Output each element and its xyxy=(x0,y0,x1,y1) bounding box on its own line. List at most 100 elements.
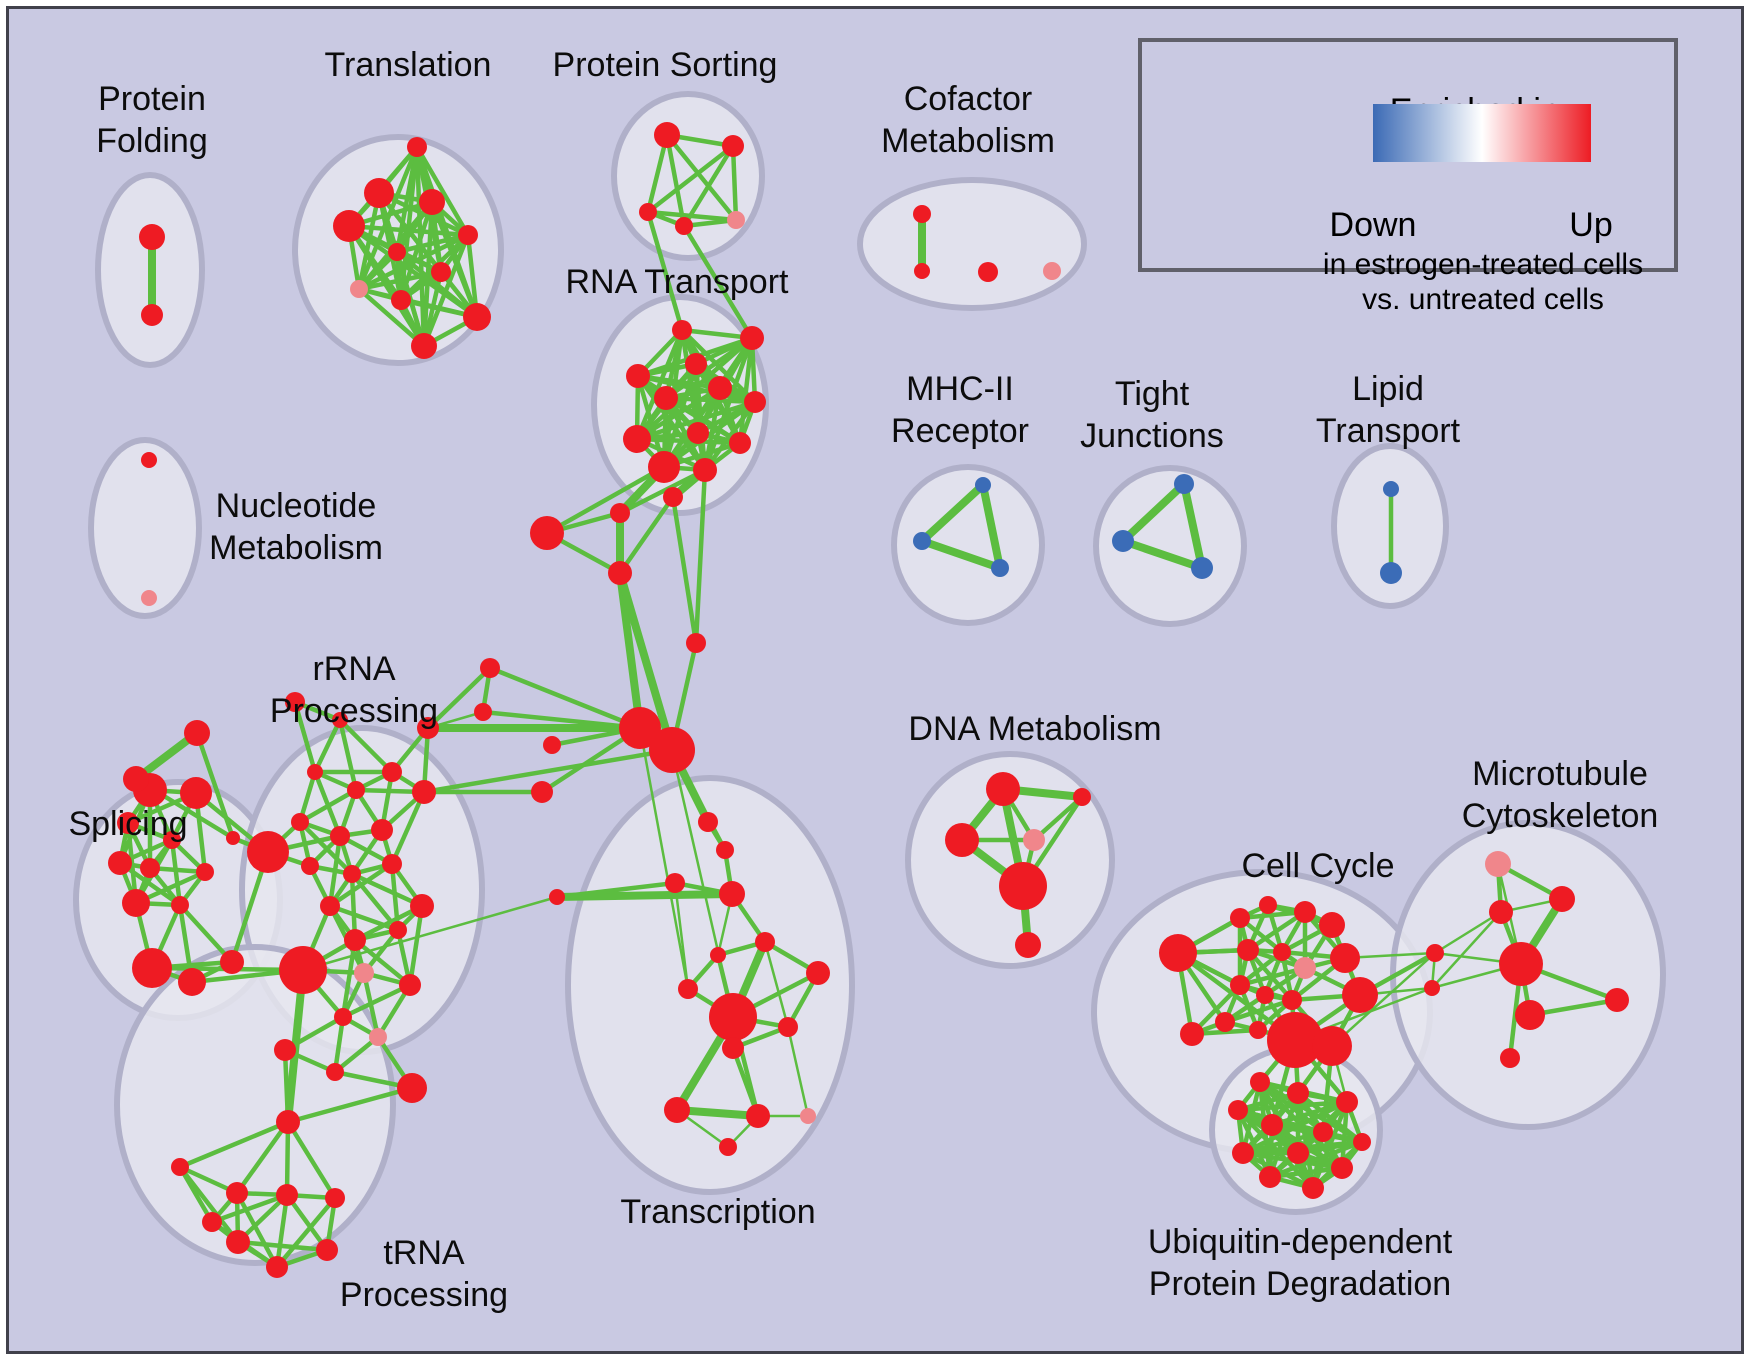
node-dna-metabolism-5 xyxy=(1015,932,1041,958)
edge-trna-processing xyxy=(177,1119,291,1170)
edge-inter xyxy=(681,223,755,341)
edge-inter xyxy=(1330,951,1437,1048)
node-protein-folding-0 xyxy=(139,224,165,250)
node-lipid-transport-0 xyxy=(1383,481,1399,497)
edge-inter xyxy=(301,895,559,972)
legend-caption-line2: vs. untreated cells xyxy=(1362,283,1604,316)
cluster-ellipse-cofactor-metabolism xyxy=(857,177,1087,311)
edge-splicing xyxy=(177,902,235,965)
cluster-ellipse-nucleotide-metabolism xyxy=(88,437,202,619)
cluster-ellipse-tight-junctions xyxy=(1093,465,1247,627)
edge-protein-sorting xyxy=(664,132,739,223)
node-trna-processing-5 xyxy=(325,1188,345,1208)
node-rna-transport-6 xyxy=(744,391,766,413)
node-transcription-9 xyxy=(778,1017,798,1037)
edge-trna-processing xyxy=(274,1192,290,1270)
node-rna-transport-2 xyxy=(626,364,650,388)
node-cell-cycle-7 xyxy=(1294,957,1316,979)
node-translation-5 xyxy=(388,243,406,261)
edge-inter xyxy=(617,494,676,576)
node-rna-transport-8 xyxy=(687,422,709,444)
legend-down-label: Down xyxy=(1329,206,1417,244)
node-transcription-5 xyxy=(710,947,726,963)
node-trna-processing-4 xyxy=(276,1184,298,1206)
node-splicing-9 xyxy=(132,948,172,988)
node-rrna-processing-6 xyxy=(412,780,436,804)
node-rrna-processing-12 xyxy=(343,865,361,883)
edge-rrna-processing xyxy=(332,1034,381,1075)
edge-protein-sorting xyxy=(664,132,687,229)
edge-trna-processing xyxy=(274,1195,338,1270)
cluster-label-trna-processing: tRNA Processing xyxy=(340,1234,508,1314)
cluster-label-splicing: Splicing xyxy=(68,805,187,843)
edge-rrna-processing xyxy=(332,1014,346,1075)
edge-microtubule-cytoskeleton xyxy=(1433,910,1503,955)
edge-splicing xyxy=(117,860,183,908)
edge-rna-transport xyxy=(635,373,708,473)
edge-translation xyxy=(356,232,471,292)
node-translation-0 xyxy=(407,137,427,157)
legend-up-label: Up xyxy=(1569,206,1613,244)
node-free-10 xyxy=(480,658,500,678)
node-rrna-processing-21 xyxy=(369,1028,387,1046)
edge-rna-transport xyxy=(663,395,758,405)
edge-inter xyxy=(617,467,708,516)
node-transcription-0 xyxy=(698,812,718,832)
node-ubiquitin-degradation-0 xyxy=(1250,1072,1270,1092)
node-rrna-processing-7 xyxy=(291,813,309,831)
edge-microtubule-cytoskeleton xyxy=(1430,910,1503,990)
edge-translation xyxy=(429,199,480,320)
node-rrna-processing-22 xyxy=(399,974,421,996)
edge-inter xyxy=(284,966,307,1126)
edge-rna-transport xyxy=(737,335,755,446)
edge-inter xyxy=(616,569,644,732)
node-ubiquitin-degradation-2 xyxy=(1228,1100,1248,1120)
edge-rrna-processing xyxy=(352,937,413,988)
node-cell-cycle-2 xyxy=(1259,896,1277,914)
edge-trna-processing xyxy=(284,1192,330,1253)
nodes-layer xyxy=(108,122,1629,1278)
node-free-8 xyxy=(531,781,553,803)
node-ubiquitin-degradation-5 xyxy=(1313,1122,1333,1142)
edge-trna-processing xyxy=(209,1192,290,1225)
node-protein-sorting-0 xyxy=(654,122,680,148)
edge-trna-processing xyxy=(285,1119,338,1201)
edge-rrna-processing xyxy=(389,789,427,867)
node-microtubule-cytoskeleton-2 xyxy=(1489,900,1513,924)
node-cell-cycle-16 xyxy=(1267,1012,1323,1068)
node-transcription-3 xyxy=(719,881,745,907)
edge-cell-cycle xyxy=(1245,909,1308,953)
node-lipid-transport-1 xyxy=(1380,562,1402,584)
node-splicing-5 xyxy=(108,851,132,875)
cluster-label-protein-sorting: Protein Sorting xyxy=(553,46,778,84)
edge-rna-transport xyxy=(634,327,685,442)
node-nucleotide-metabolism-1 xyxy=(141,590,157,606)
node-trna-processing-2 xyxy=(202,1212,222,1232)
edge-rrna-processing xyxy=(407,903,425,988)
edge-ubiquitin-degradation xyxy=(1235,1099,1350,1113)
cluster-label-cell-cycle: Cell Cycle xyxy=(1241,847,1394,885)
node-free-6 xyxy=(649,727,695,773)
edge-cell-cycle xyxy=(1237,965,1308,988)
node-transcription-6 xyxy=(806,961,830,985)
node-free-2 xyxy=(663,487,683,507)
node-transcription-4 xyxy=(755,932,775,952)
node-splicing-2 xyxy=(117,812,139,834)
edge-trna-processing xyxy=(235,1239,330,1253)
edge-tight-junctions xyxy=(1119,537,1206,572)
node-protein-sorting-4 xyxy=(727,211,745,229)
node-cell-cycle-17 xyxy=(1312,1026,1352,1066)
node-rrna-processing-3 xyxy=(307,764,323,780)
node-cell-cycle-3 xyxy=(1294,901,1316,923)
node-dna-metabolism-4 xyxy=(999,862,1047,910)
node-ubiquitin-degradation-1 xyxy=(1287,1082,1309,1104)
cluster-ellipse-dna-metabolism xyxy=(905,751,1115,969)
node-splicing-3 xyxy=(163,831,181,849)
edge-inter xyxy=(285,1085,415,1125)
edge-trna-processing xyxy=(284,1119,291,1198)
edge-translation xyxy=(356,269,444,292)
edge-inter xyxy=(670,748,735,1019)
node-cell-cycle-0 xyxy=(1159,934,1197,972)
edge-rrna-processing xyxy=(312,717,343,775)
